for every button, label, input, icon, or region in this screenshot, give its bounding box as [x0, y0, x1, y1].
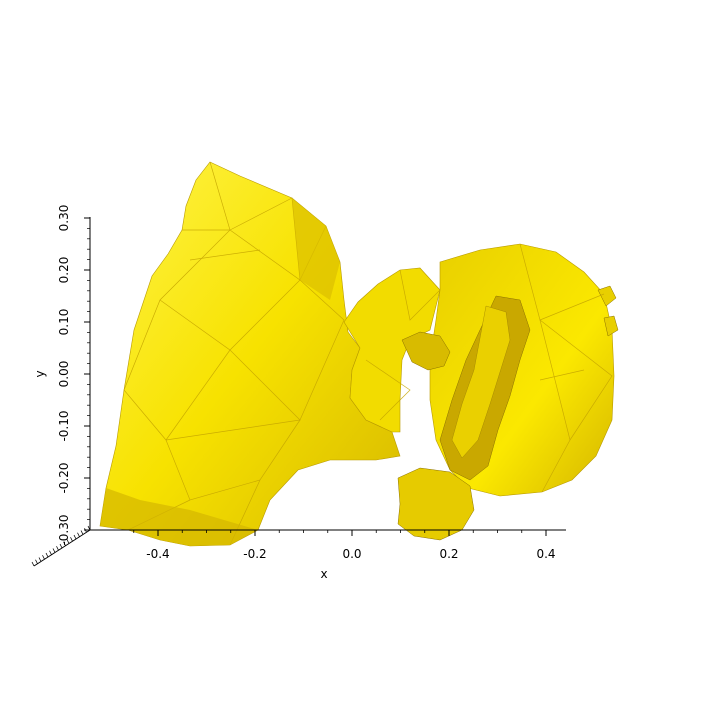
z-tick-mark	[52, 548, 56, 553]
x-axis-title: x	[320, 567, 327, 581]
z-axis-ticks	[31, 525, 91, 567]
x-tick-label: -0.2	[243, 547, 266, 561]
z-tick-mark	[87, 525, 91, 531]
y-axis-ticks: -0.30 -0.20 -0.10 0.00 0.10 0.20 0.30	[57, 205, 90, 546]
mesh-surface	[99, 161, 619, 547]
surface-shadow-1	[100, 488, 258, 546]
surface-ridge-highlight	[451, 305, 511, 459]
surface-ear-bump-1	[597, 285, 617, 307]
x-tick-label: 0.4	[536, 547, 555, 561]
z-tick-mark	[31, 561, 35, 567]
x-tick-label: -0.4	[146, 547, 169, 561]
z-tick-mark	[38, 557, 42, 562]
surface-ear-bump-2	[603, 315, 619, 337]
surface-neck	[343, 267, 441, 433]
y-tick-label: 0.30	[57, 205, 71, 232]
z-tick-mark	[80, 530, 84, 535]
z-tick-mark	[56, 546, 59, 551]
z-tick-mark	[49, 550, 52, 555]
y-tick-label: 0.20	[57, 257, 71, 284]
surface-curl	[401, 331, 451, 371]
y-tick-label: -0.30	[57, 514, 71, 545]
surface-shadow-2	[292, 198, 340, 300]
y-tick-label: 0.00	[57, 361, 71, 388]
z-tick-mark	[73, 534, 77, 540]
x-axis-ticks: -0.4 -0.2 0.0 0.2 0.4	[133, 530, 556, 561]
y-tick-label: -0.20	[57, 462, 71, 493]
z-tick-mark	[45, 552, 49, 558]
y-tick-label: 0.10	[57, 309, 71, 336]
z-tick-mark	[63, 541, 66, 546]
z-tick-mark	[77, 532, 80, 537]
z-tick-mark	[66, 539, 70, 544]
z-tick-mark	[42, 555, 45, 560]
z-tick-mark	[35, 559, 38, 564]
y-axis-title: y	[33, 370, 47, 377]
x-tick-label: 0.0	[342, 547, 361, 561]
z-tick-mark	[70, 537, 73, 542]
z-tick-mark	[59, 543, 63, 549]
x-tick-label: 0.2	[439, 547, 458, 561]
y-tick-label: -0.10	[57, 410, 71, 441]
